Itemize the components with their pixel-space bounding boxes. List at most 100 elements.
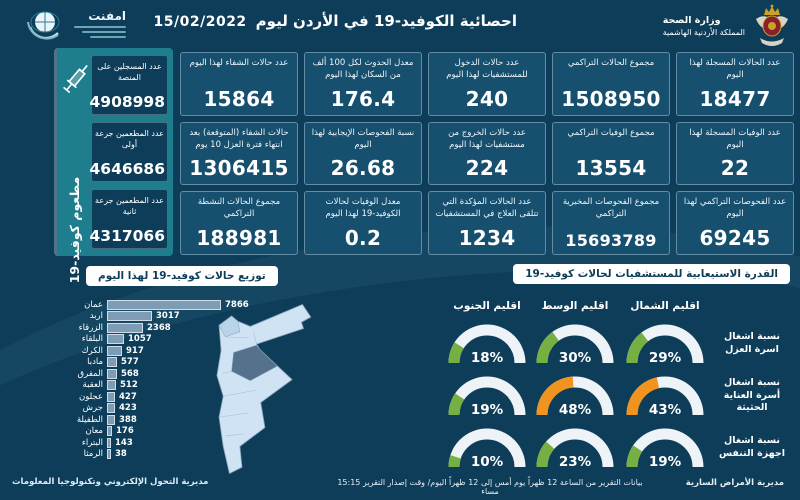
gauge-value: 48%	[559, 402, 592, 418]
stat-column: عدد حالات الشفاء لهذا اليوم 15864 حالات ال…	[180, 52, 298, 256]
org-tagline-line	[90, 36, 126, 39]
bar-category-label: عجلون	[78, 391, 103, 402]
stat-value: 188981	[196, 226, 282, 251]
gauge-corner-cell	[710, 294, 794, 318]
bar-row: البلقاء 1057	[8, 334, 243, 346]
vaccination-cards: عدد المسجلين على المنصة 4908998 عدد المطعم…	[89, 55, 168, 249]
ministry-block: وزارة الصحة المملكة الأردنية الهاشمية	[663, 4, 792, 48]
stat-label: عدد حالات الخروج من مستشفيات لهذا اليوم	[448, 127, 526, 150]
stat-label: نسبة الفحوصات الإيجابية لهذا اليوم	[311, 127, 415, 150]
stat-card: مجموع الحالات النشطة التراكمي 188981	[180, 191, 298, 256]
stat-card: مجموع الحالات التراكمي 1508950	[552, 52, 670, 116]
stat-label: حالات الشفاء (المتوقعة) بعد انتهاء فترة …	[189, 127, 289, 150]
jordan-map	[194, 300, 340, 482]
gauge-value: 30%	[559, 350, 592, 366]
syringe-icon	[63, 64, 88, 94]
stat-label: مجموع الوفيات التراكمي	[567, 127, 655, 138]
bar-row: الزرقاء 2368	[8, 322, 243, 334]
region-header: اقليم الوسط	[541, 300, 609, 312]
footer-it-directorate: مديرية التحول الإلكتروني وتكنولوجيا المع…	[12, 477, 209, 487]
gauge-row-label: نسبة اشغال اسرة العزل	[724, 331, 780, 355]
bar-value-label: 1057	[128, 334, 152, 345]
stat-label: مجموع الفحوصات المخبرية التراكمي	[562, 197, 660, 220]
bar-row: الطفيلة 388	[8, 414, 243, 426]
org-logo: امفنت	[26, 5, 126, 43]
bar-row: العقبة 512	[8, 380, 243, 392]
stat-column: عدد الحالات المسجلة لهذا اليوم 18477 عدد ا…	[676, 52, 794, 256]
stat-label: عدد الوفيات المسجلة لهذا اليوم	[689, 127, 781, 150]
ministry-name: وزارة الصحة	[662, 15, 721, 26]
gauge-arc: 19%	[448, 376, 526, 418]
stat-label: معدل الحدوث لكل 100 ألف من السكان لهذا ا…	[312, 58, 414, 80]
hospital-capacity-title-badge: القدرة الاستيعابية للمستشفيات لحالات كوف…	[513, 264, 790, 284]
stat-card: عدد الحالات المؤكدة التي تتلقى العلاج في…	[428, 191, 546, 256]
bar	[107, 449, 111, 460]
stat-label: عدد الحالات المسجلة لهذا اليوم	[689, 58, 781, 80]
bar-row: عجلون 427	[8, 391, 243, 403]
bar-value-label: 568	[121, 368, 139, 379]
bar-category-label: الزرقاء	[78, 322, 103, 333]
region-header: اقليم الجنوب	[453, 300, 521, 312]
gauge: 18%	[444, 318, 530, 370]
gauge-arc: 48%	[536, 376, 614, 418]
bar-category-label: العقبة	[82, 380, 103, 391]
bar-value-label: 388	[119, 414, 137, 425]
gauge: 10%	[444, 422, 530, 474]
vaccination-card-label: عدد المسجلين على المنصة	[97, 62, 162, 83]
bar-category-label: مادبا	[87, 357, 103, 368]
stat-value: 240	[465, 86, 509, 111]
stat-column: عدد حالات الدخول للمستشفيات لهذا اليوم 24…	[428, 52, 546, 256]
bar	[107, 334, 124, 345]
bar-value-label: 3017	[156, 311, 180, 322]
gauge: 19%	[444, 370, 530, 422]
bar	[107, 414, 115, 425]
jordan-map-icon	[216, 304, 312, 475]
vaccination-card: عدد المطعمين جرعة أولى 4646686	[89, 122, 168, 182]
bar-row: الكرك 917	[8, 345, 243, 357]
vaccination-card-value: 4646686	[89, 160, 166, 178]
bar-row: اربد 3017	[8, 311, 243, 323]
stat-value: 1508950	[561, 86, 661, 111]
org-name: امفنت	[88, 8, 126, 23]
region-header: اقليم الشمال	[630, 300, 700, 312]
bar	[107, 357, 117, 368]
gauge-arc: 29%	[626, 324, 704, 366]
vaccination-card-label: عدد المطعمين جرعة ثانية	[95, 196, 164, 217]
bar-row: عمان 7866	[8, 299, 249, 311]
bar-category-label: الطفيلة	[76, 414, 103, 425]
gauge-arc: 18%	[448, 324, 526, 366]
stat-card: حالات الشفاء (المتوقعة) بعد انتهاء فترة …	[180, 121, 298, 186]
bar	[107, 437, 111, 448]
gauge: 19%	[620, 422, 710, 474]
bar-value-label: 512	[120, 380, 138, 391]
stat-value: 224	[465, 156, 509, 181]
bar-chart: عمان 7866 اربد 3017 الزرقاء 2368 البلقاء 1057 ال…	[8, 299, 249, 460]
stat-label: عدد الفحوصات التراكمي لهذا اليوم	[683, 197, 787, 220]
bar-category-label: الكرك	[81, 345, 103, 356]
bar-category-label: البلقاء	[81, 334, 103, 345]
gauge-value: 19%	[649, 454, 682, 470]
stat-label: معدل الوفيات لحالات الكوفيد-19 لهذا اليو…	[325, 197, 401, 220]
bar	[107, 322, 143, 333]
gauge-row-label: نسبة اشغال أسرة العناية الحثيثة	[723, 376, 781, 414]
footer-report-note: بيانات التقرير من الساعة 12 ظهراً يوم أم…	[337, 478, 643, 496]
stat-card: عدد حالات الدخول للمستشفيات لهذا اليوم 24…	[428, 52, 546, 116]
gauge-value: 23%	[559, 454, 592, 470]
gauge-arc: 43%	[626, 376, 704, 418]
globe-logo-icon	[27, 11, 60, 40]
stat-card: عدد حالات الخروج من مستشفيات لهذا اليوم 2…	[428, 121, 546, 186]
gauge: 30%	[530, 318, 620, 370]
bar-value-label: 2368	[147, 322, 171, 333]
vaccination-card: عدد المطعمين جرعة ثانية 4317066	[90, 189, 168, 249]
bar-value-label: 917	[126, 345, 144, 356]
bar-category-label: عمان	[84, 299, 103, 310]
gauge: 29%	[620, 318, 710, 370]
stat-value: 15693789	[565, 231, 657, 251]
stat-card: مجموع الوفيات التراكمي 13554	[552, 121, 670, 186]
gauge-value: 43%	[649, 402, 682, 418]
bar-value-label: 143	[115, 437, 133, 448]
gauge: 48%	[530, 370, 620, 422]
gauge-arc: 30%	[536, 324, 614, 366]
stat-card: نسبة الفحوصات الإيجابية لهذا اليوم 26.68	[304, 121, 422, 186]
stat-value: 15864	[203, 86, 275, 111]
